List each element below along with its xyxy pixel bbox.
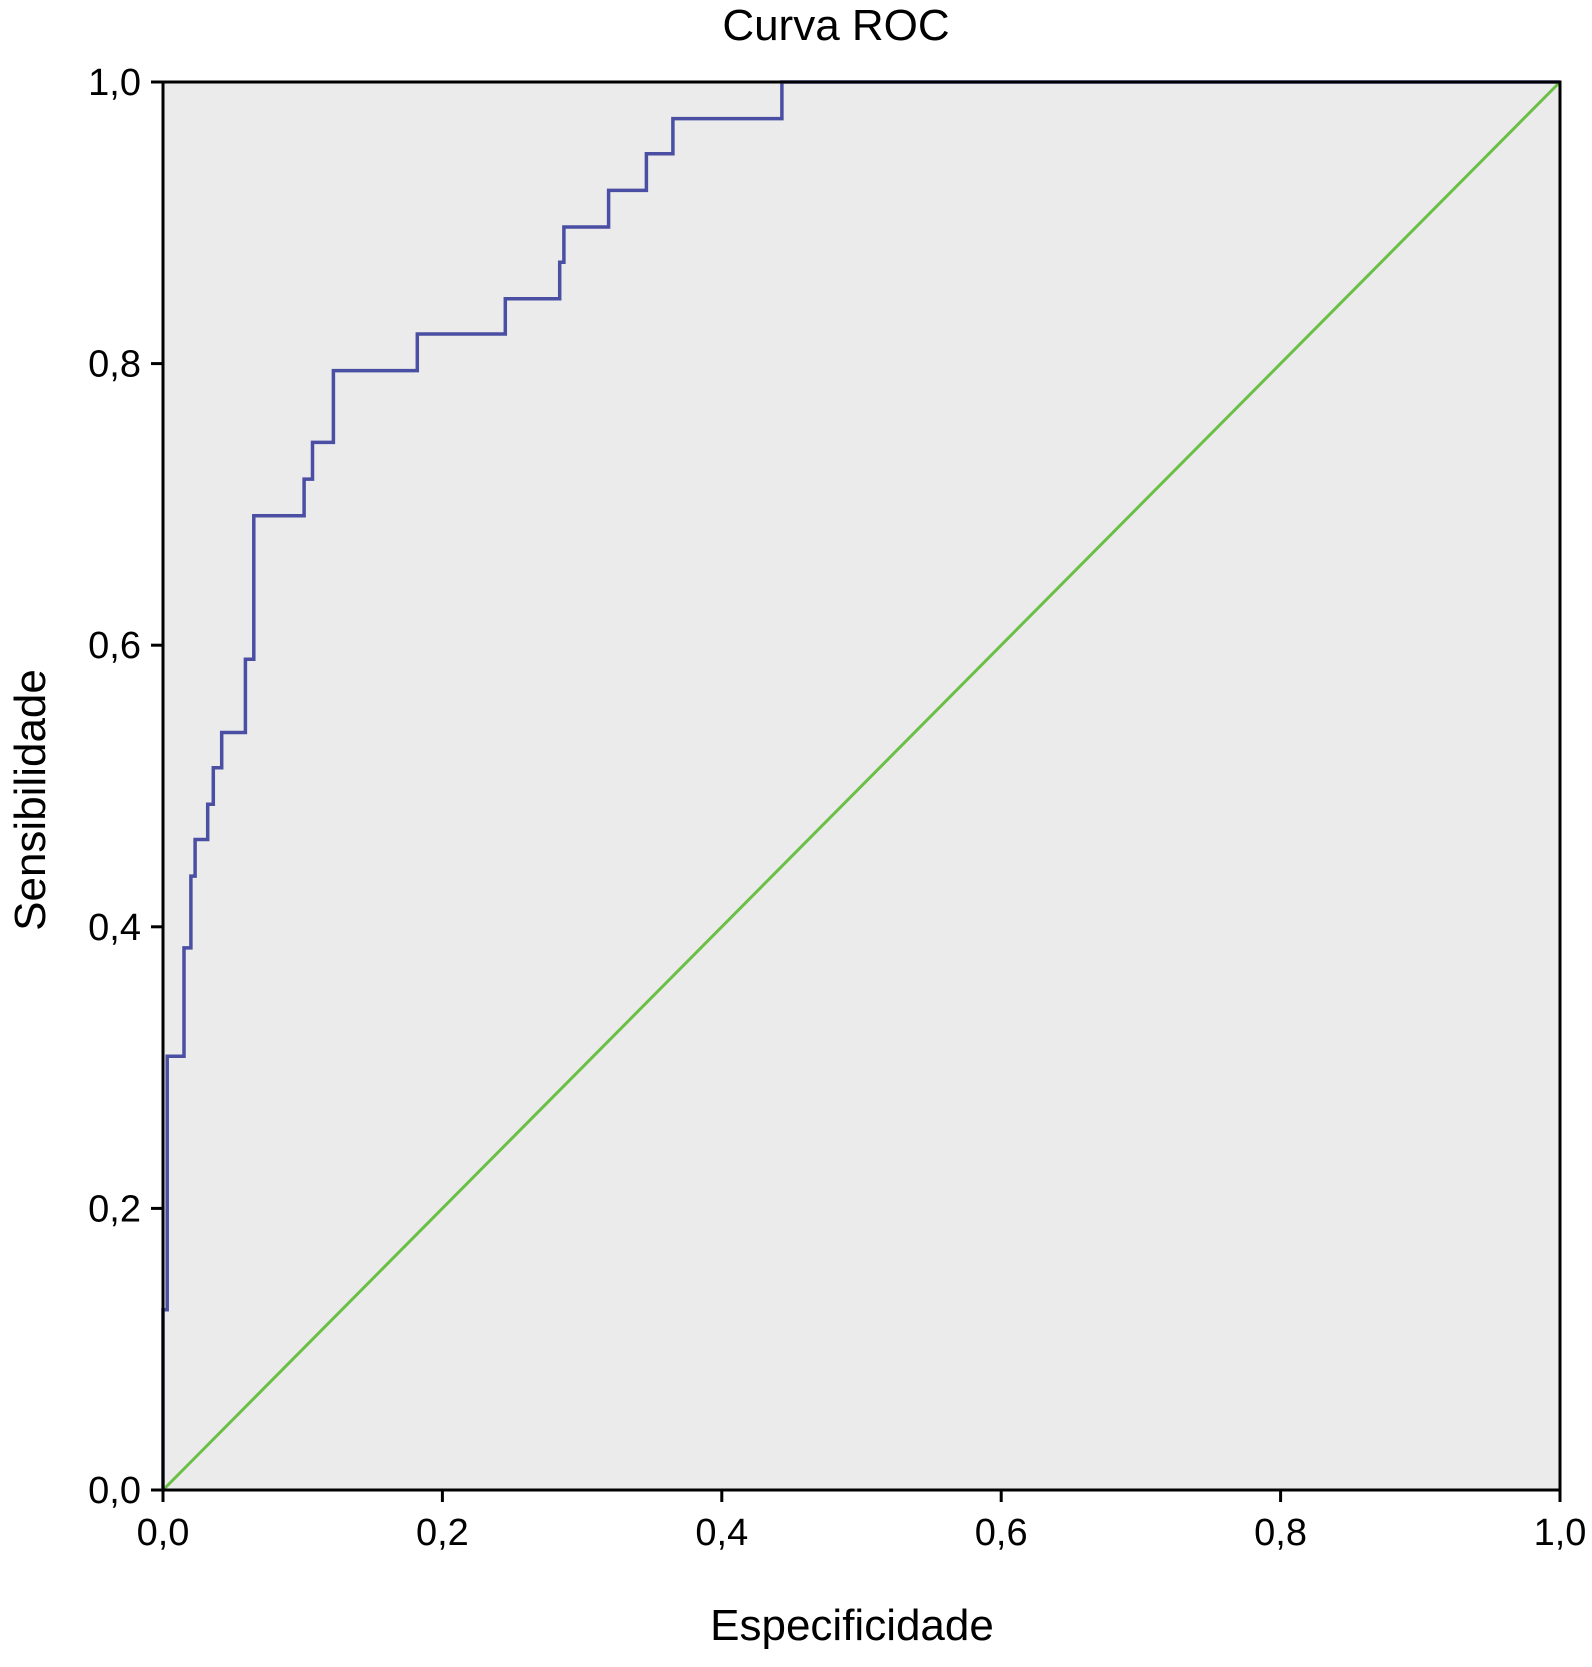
plot-frame — [161, 80, 1562, 1492]
y-tick-label: 0,0 — [88, 1470, 141, 1512]
x-tick-label: 0,4 — [695, 1512, 748, 1554]
x-axis-ticks: 0,0 0,2 0,4 0,6 0,8 1,0 — [137, 1490, 1587, 1554]
y-axis-ticks: 0,0 0,2 0,4 0,6 0,8 1,0 — [88, 62, 163, 1512]
x-tick-label: 0,6 — [975, 1512, 1028, 1554]
x-tick-label: 1,0 — [1534, 1512, 1587, 1554]
series-layer — [161, 80, 1562, 1492]
chart-title: Curva ROC — [722, 1, 949, 50]
x-tick-label: 0,2 — [416, 1512, 469, 1554]
reference-diagonal-line — [161, 80, 1562, 1492]
x-tick-label: 0,0 — [137, 1512, 190, 1554]
x-tick-label: 0,8 — [1254, 1512, 1307, 1554]
y-tick-label: 0,2 — [88, 1188, 141, 1230]
y-tick-label: 0,4 — [88, 907, 141, 949]
x-axis-title: Especificidade — [710, 1601, 994, 1650]
y-tick-label: 1,0 — [88, 62, 141, 104]
y-tick-label: 0,6 — [88, 625, 141, 667]
roc-curve-line — [161, 80, 1560, 1490]
y-tick-label: 0,8 — [88, 344, 141, 386]
y-axis-title: Sensibilidade — [6, 669, 55, 931]
